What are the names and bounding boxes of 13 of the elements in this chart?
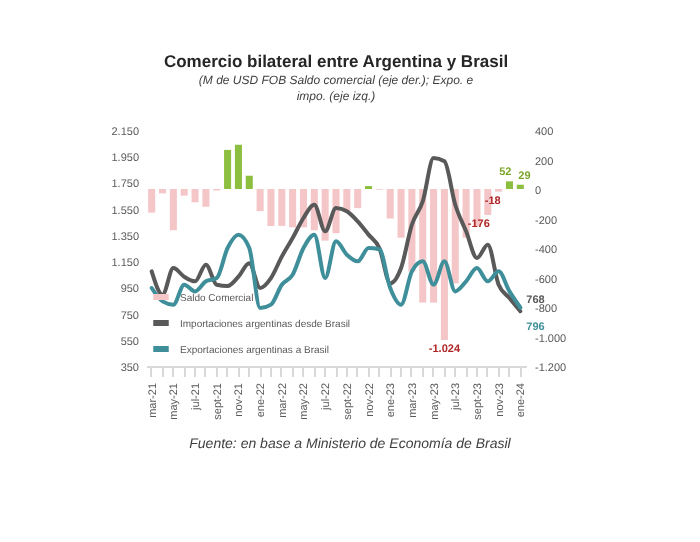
bar	[169, 189, 177, 231]
bar	[148, 189, 156, 213]
bar	[289, 189, 297, 228]
bar	[180, 189, 188, 196]
bar	[505, 181, 513, 189]
chart-title: Comercio bilateral entre Argentina y Brasil	[163, 51, 509, 71]
bar	[354, 189, 362, 209]
bar	[224, 149, 232, 189]
bar	[234, 144, 242, 189]
bar	[440, 189, 448, 341]
line-series	[149, 232, 523, 311]
bar	[245, 175, 253, 189]
bar	[430, 189, 438, 303]
